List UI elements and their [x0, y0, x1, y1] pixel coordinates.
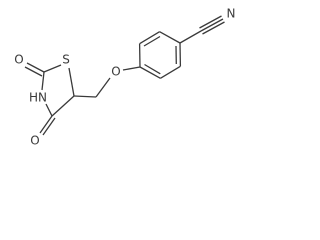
bonds: [24, 15, 225, 136]
atom-label: S: [62, 53, 70, 67]
molecule: O S HN O O N: [14, 7, 236, 148]
atom-label: O: [111, 65, 120, 79]
atom-label: O: [30, 134, 39, 148]
atom-label: O: [14, 53, 23, 67]
atom-label: HN: [29, 91, 47, 105]
atom-label: N: [227, 7, 236, 21]
